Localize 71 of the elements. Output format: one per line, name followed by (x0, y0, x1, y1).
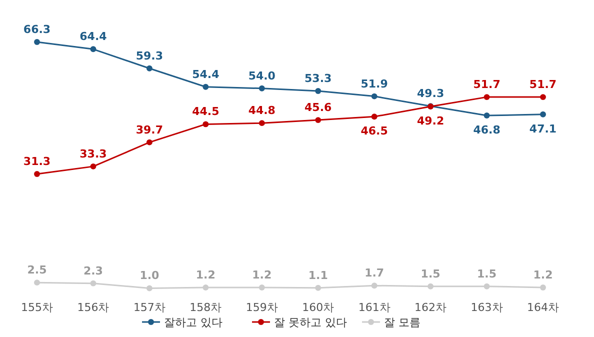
data-label: 1.1 (308, 268, 328, 282)
data-label: 54.0 (248, 69, 276, 82)
point (484, 94, 490, 100)
data-label: 51.9 (360, 77, 388, 90)
data-label: 54.4 (192, 68, 220, 81)
data-label: 59.3 (136, 49, 164, 62)
data-label: 1.2 (533, 268, 553, 282)
data-label: 1.7 (364, 266, 384, 280)
data-label: 53.3 (304, 72, 332, 86)
data-label: 1.0 (140, 269, 160, 282)
point (258, 284, 265, 290)
point (202, 84, 209, 90)
point (90, 46, 96, 52)
point (34, 280, 40, 286)
point (146, 285, 152, 292)
data-label: 51.7 (529, 78, 557, 92)
point (34, 170, 40, 177)
point (146, 65, 152, 72)
data-label: 49.3 (416, 87, 444, 100)
x-tick-label: 162차 (414, 301, 447, 314)
point (258, 85, 265, 92)
point (202, 121, 209, 128)
point (315, 88, 322, 94)
point (484, 283, 490, 290)
data-label: 31.3 (23, 154, 51, 168)
data-label: 45.6 (304, 101, 332, 114)
data-label: 1.5 (477, 267, 497, 280)
point (258, 120, 265, 126)
point (202, 284, 209, 290)
x-tick-label: 157차 (133, 301, 166, 314)
data-label: 2.5 (27, 264, 47, 277)
point (90, 280, 96, 286)
point (371, 93, 378, 100)
point (371, 114, 378, 120)
data-label: 47.1 (529, 122, 557, 136)
point (90, 163, 96, 170)
data-label: 64.4 (80, 30, 108, 44)
point (371, 282, 378, 289)
point (540, 284, 546, 290)
data-label: 39.7 (136, 123, 164, 136)
legend-label: 잘하고 있다 (164, 316, 222, 329)
x-tick-label: 159차 (246, 301, 278, 314)
point (34, 39, 40, 45)
data-label: 46.5 (360, 124, 388, 138)
x-tick-label: 155차 (21, 301, 53, 314)
point (484, 112, 490, 119)
x-tick-label: 156차 (77, 301, 110, 314)
point (428, 283, 434, 290)
data-label: 66.3 (23, 23, 51, 36)
data-label: 46.8 (473, 124, 500, 137)
point (540, 111, 546, 118)
data-label: 44.8 (248, 104, 276, 118)
x-tick-label: 163차 (470, 301, 503, 314)
x-tick-label: 158차 (190, 301, 222, 314)
data-label: 33.3 (80, 147, 107, 160)
point (540, 94, 546, 100)
point (146, 139, 152, 146)
point (315, 284, 322, 291)
data-label: 1.2 (196, 268, 216, 282)
data-label: 1.5 (420, 267, 440, 280)
x-tick-label: 160차 (302, 301, 334, 314)
data-label: 51.7 (473, 78, 500, 92)
point (315, 117, 322, 124)
data-label: 44.5 (192, 105, 220, 118)
data-label: 1.2 (252, 268, 272, 282)
data-label: 2.3 (83, 264, 103, 278)
x-tick-label: 164차 (527, 301, 559, 314)
x-tick-label: 161차 (358, 301, 390, 314)
data-label: 49.2 (416, 114, 444, 128)
legend-label: 잘 모름 (384, 316, 420, 329)
legend-label: 잘 못하고 있다 (274, 316, 347, 329)
